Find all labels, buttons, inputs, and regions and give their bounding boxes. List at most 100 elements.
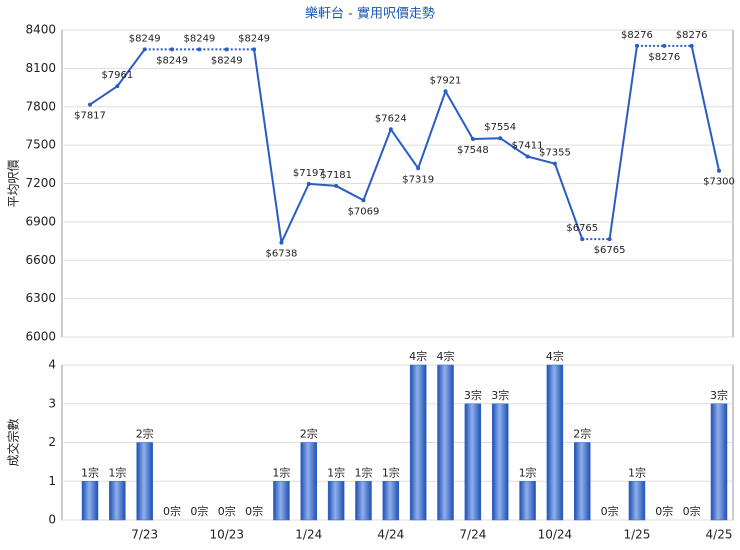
bar (519, 481, 536, 521)
data-label: $7319 (402, 174, 434, 185)
data-label: 0宗 (245, 504, 263, 518)
data-label: $8249 (211, 55, 243, 66)
data-label: 4宗 (409, 349, 427, 363)
line-segment (417, 90, 447, 169)
data-label: $7300 (703, 177, 735, 188)
y-tick-label: 3 (48, 396, 56, 410)
line-segment (472, 137, 501, 140)
line-segment (553, 163, 584, 240)
bar (273, 481, 290, 521)
data-label: $7548 (457, 145, 489, 156)
line-segment (362, 128, 392, 201)
point (361, 198, 366, 203)
point (197, 47, 202, 52)
data-label: 3宗 (710, 388, 728, 402)
y-tick-label: 4 (48, 358, 56, 372)
line-segment (116, 48, 146, 87)
x-tick-label: 4/24 (377, 528, 404, 542)
data-label: $8276 (676, 30, 708, 41)
data-label: 0宗 (218, 504, 236, 518)
data-label: 0宗 (683, 504, 701, 518)
data-label: 0宗 (163, 504, 181, 518)
point (470, 136, 475, 141)
y-tick-label: 7800 (25, 99, 56, 113)
point (580, 237, 585, 242)
data-label: 1宗 (327, 465, 345, 479)
data-label: 0宗 (190, 504, 208, 518)
point (552, 161, 557, 166)
point (689, 43, 694, 48)
line-segment (527, 155, 556, 165)
point (252, 47, 257, 52)
data-label: $7624 (375, 113, 407, 124)
data-label: $7554 (484, 122, 516, 133)
y-tick-label: 6000 (25, 330, 56, 344)
data-label: $8249 (183, 33, 215, 44)
bar (546, 364, 564, 521)
point (662, 43, 667, 48)
data-label: 3宗 (464, 388, 482, 402)
x-tick-label: 7/23 (131, 528, 158, 542)
line-segment (690, 45, 720, 171)
point (416, 166, 421, 171)
data-label: 3宗 (491, 388, 509, 402)
bar (327, 481, 345, 521)
data-label: 2宗 (573, 427, 591, 441)
point (142, 47, 147, 52)
data-label: 1宗 (81, 465, 99, 479)
bar (574, 442, 591, 521)
data-label: 0宗 (655, 504, 673, 518)
bar (81, 481, 99, 521)
bar (491, 403, 509, 521)
data-label: $6765 (566, 223, 598, 234)
point (88, 102, 92, 107)
data-label: 1宗 (108, 465, 126, 479)
point (334, 183, 339, 188)
data-label: $7355 (539, 148, 571, 159)
data-label: $8249 (129, 33, 161, 44)
data-label: $8276 (648, 52, 680, 63)
point (306, 181, 311, 186)
data-label: 2宗 (300, 427, 318, 441)
y-tick-label: 6300 (25, 291, 56, 305)
line-segment (335, 185, 364, 202)
x-tick-label: 4/25 (706, 528, 733, 542)
y-axis-label: 平均呎價 (7, 159, 21, 207)
y-tick-label: 8100 (25, 61, 56, 75)
data-label: 2宗 (136, 427, 154, 441)
line-segment (390, 128, 419, 169)
data-label: 1宗 (382, 465, 400, 479)
line-segment (308, 182, 337, 187)
data-label: 1宗 (354, 465, 372, 479)
data-label: $7181 (320, 170, 352, 181)
x-tick-label: 1/24 (295, 528, 322, 542)
point (443, 89, 448, 94)
point (525, 154, 530, 159)
bar (109, 481, 126, 521)
y-tick-label: 6900 (25, 214, 56, 228)
y-axis-label: 成交宗數 (6, 418, 21, 466)
data-label: $7961 (101, 70, 133, 81)
y-tick-label: 7500 (25, 138, 56, 152)
x-tick-label: 1/25 (623, 528, 650, 542)
line-segment (499, 137, 529, 158)
y-tick-label: 2 (48, 435, 56, 449)
data-label: $6765 (594, 245, 626, 256)
point (717, 168, 721, 173)
data-label: 0宗 (601, 504, 619, 518)
point (607, 237, 612, 242)
point (224, 47, 229, 52)
data-label: $7817 (74, 111, 106, 122)
bar (710, 403, 728, 521)
point (498, 136, 503, 141)
point (115, 84, 120, 89)
bar (409, 364, 427, 521)
point (170, 47, 175, 52)
bar (355, 481, 372, 521)
x-tick-label: 10/24 (538, 528, 573, 542)
data-label: $7069 (348, 206, 380, 217)
point (388, 127, 393, 132)
bar (136, 442, 153, 521)
y-tick-label: 8400 (25, 23, 56, 37)
